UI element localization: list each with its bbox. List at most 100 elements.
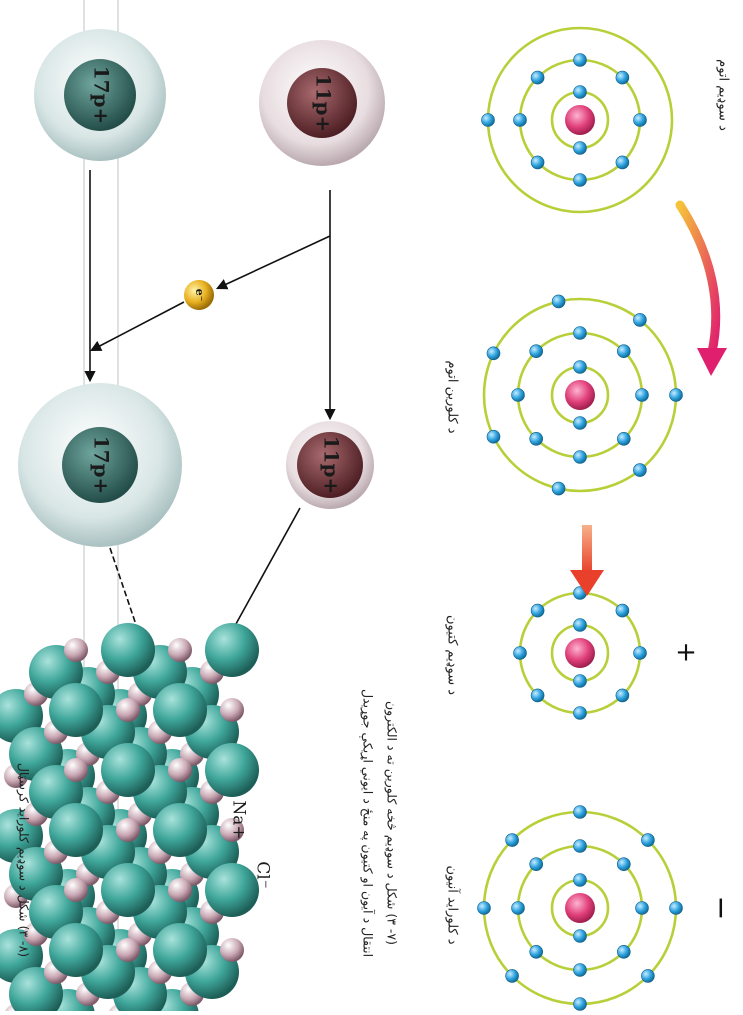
figure-7-caption-line-2: انتقال د آیون او کتیون په منځ د ایوني اړ… bbox=[360, 688, 376, 958]
electron-dot bbox=[573, 963, 587, 977]
electron-release-arrow bbox=[215, 235, 331, 290]
sodium-ion bbox=[116, 938, 140, 962]
nucleus bbox=[565, 638, 595, 668]
electron-dot bbox=[573, 141, 587, 155]
figure-8-caption: (۸- ۳) شکل د سوډیم کلوراید کرسټال bbox=[16, 762, 32, 958]
electron-dot bbox=[633, 646, 647, 660]
ion-formation-arrowhead bbox=[570, 570, 604, 596]
electron-dot bbox=[481, 113, 495, 127]
chlorine-atom-model bbox=[482, 294, 683, 496]
electron-dot bbox=[529, 944, 544, 959]
sodium-ion bbox=[220, 818, 244, 842]
sodium-ion-sphere bbox=[286, 421, 374, 509]
chloride-anion-model bbox=[477, 805, 683, 1011]
electron-dot bbox=[529, 344, 544, 359]
transferred-electron bbox=[184, 280, 214, 310]
chloride-ion bbox=[153, 683, 207, 737]
electron-dot bbox=[633, 463, 647, 477]
cation-charge-sign: + bbox=[675, 638, 697, 668]
chloride-ion bbox=[153, 923, 207, 977]
electron-dot bbox=[530, 70, 545, 85]
chloride-ion bbox=[153, 803, 207, 857]
chloride-ion bbox=[205, 743, 259, 797]
electron-dot bbox=[551, 481, 566, 496]
electron-dot bbox=[505, 969, 519, 983]
chlorine-atom-sphere bbox=[34, 29, 166, 161]
electron-dot bbox=[573, 416, 587, 430]
electron-dot bbox=[615, 688, 630, 703]
electron-dot bbox=[505, 833, 519, 847]
electron-dot bbox=[511, 901, 525, 915]
electron-dot bbox=[529, 431, 544, 446]
sodium-ion bbox=[116, 818, 140, 842]
electron-transfer-arrow bbox=[675, 200, 721, 357]
electron-dot bbox=[573, 450, 587, 464]
sodium-chloride-crystal bbox=[0, 623, 259, 1015]
sodium-ion bbox=[64, 878, 88, 902]
electron-dot bbox=[573, 173, 587, 187]
sodium-atom-nucleus-label: 11p+ bbox=[312, 74, 336, 133]
chloride-ion bbox=[49, 803, 103, 857]
electron-dot bbox=[573, 360, 587, 374]
electron-dot bbox=[615, 603, 630, 618]
electron-dot bbox=[573, 618, 587, 632]
electron-dot bbox=[633, 313, 647, 327]
chlorine-atom-label: د کلورین اتوم bbox=[444, 360, 460, 434]
electron-dot bbox=[669, 388, 683, 402]
chloride-ion bbox=[205, 623, 259, 677]
sodium-ion bbox=[168, 638, 192, 662]
crystal-cl-label: Cl⁻ bbox=[253, 861, 273, 888]
electron-dot bbox=[573, 873, 587, 887]
electron-dot bbox=[573, 839, 587, 853]
chloride-ion bbox=[101, 863, 155, 917]
electron-dot bbox=[573, 53, 587, 67]
sodium-atom-label: د سوډیم اتوم bbox=[715, 59, 731, 131]
electron-dot bbox=[530, 688, 545, 703]
sodium-ion bbox=[168, 878, 192, 902]
sodium-atom-sphere bbox=[259, 40, 385, 166]
electron-dot bbox=[616, 431, 631, 446]
chloride-anion-label: د کلوراید آنیون bbox=[444, 865, 460, 945]
electron-dot bbox=[641, 833, 655, 847]
sodium-cation-label: د سوډیم کتیون bbox=[444, 614, 460, 696]
electron-dot bbox=[616, 857, 631, 872]
electron-dot bbox=[573, 805, 587, 819]
electron-transfer-arrowhead bbox=[697, 348, 727, 376]
electron-dot bbox=[530, 603, 545, 618]
electron-label: e⁻ bbox=[193, 289, 206, 302]
electron-dot bbox=[635, 901, 649, 915]
chloride-ion bbox=[49, 683, 103, 737]
electron-dot bbox=[477, 901, 491, 915]
electron-dot bbox=[616, 944, 631, 959]
chloride-ion bbox=[49, 923, 103, 977]
sodium-atom-model bbox=[481, 26, 674, 214]
nucleus bbox=[565, 380, 595, 410]
nucleus bbox=[565, 893, 595, 923]
chlorine-atom-nucleus-label: 17p+ bbox=[90, 66, 114, 125]
sodium-ion-nucleus-label: 11p+ bbox=[320, 436, 344, 495]
electron-dot bbox=[573, 706, 587, 720]
electron-dot bbox=[486, 429, 501, 444]
electron-capture-arrow bbox=[90, 301, 185, 352]
electron-dot bbox=[633, 113, 647, 127]
chloride-ion bbox=[101, 743, 155, 797]
electron-dot bbox=[669, 901, 683, 915]
electron-dot bbox=[615, 70, 630, 85]
electron-dot bbox=[511, 388, 525, 402]
crystal-na-label: Na+ bbox=[229, 800, 249, 839]
electron-dot bbox=[635, 388, 649, 402]
sodium-ion bbox=[220, 938, 244, 962]
chloride-ion bbox=[101, 623, 155, 677]
sodium-ion bbox=[116, 698, 140, 722]
figure-7-caption-line-1: (۷- ۳) شکل د سوډیم څخه کلورین ته د الکتر… bbox=[384, 700, 400, 946]
sodium-ion bbox=[64, 638, 88, 662]
chloride-ion-to-crystal-arrow bbox=[109, 547, 151, 663]
ion-formation-arrow bbox=[582, 525, 592, 573]
chloride-ion-nucleus-label: 17p+ bbox=[90, 436, 114, 495]
atom-models bbox=[477, 26, 683, 1011]
nucleus bbox=[565, 105, 595, 135]
electron-dot bbox=[573, 997, 587, 1011]
sodium-ion bbox=[220, 698, 244, 722]
